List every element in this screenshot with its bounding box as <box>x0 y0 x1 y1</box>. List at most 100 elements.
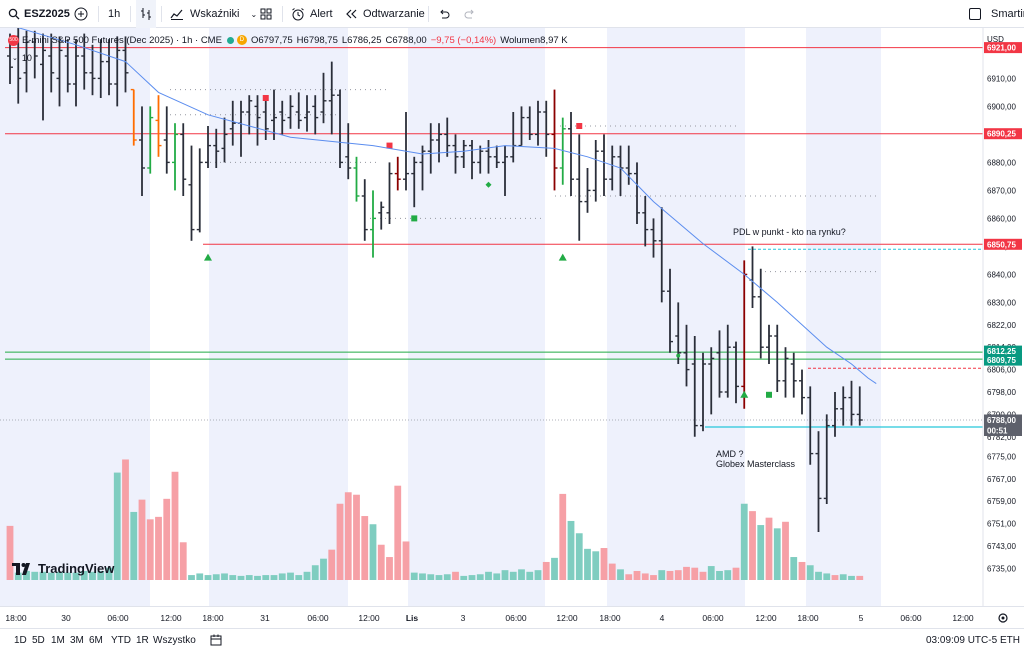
date-range-button[interactable] <box>210 629 223 651</box>
price-label: 6812,25 <box>987 347 1016 356</box>
indicators-icon <box>170 9 183 20</box>
range-button-ytd[interactable]: YTD <box>111 634 131 646</box>
price-tick: 6767,00 <box>987 475 1016 484</box>
tradingview-logo: TradingView <box>12 561 114 576</box>
volume-bar <box>336 503 344 580</box>
indicator-value: 10 <box>21 53 32 63</box>
range-button-6m[interactable]: 6M <box>89 634 103 646</box>
price-tick: 6860,00 <box>987 214 1016 223</box>
volume-bar <box>138 499 146 580</box>
volume-bar <box>831 575 839 580</box>
price-axis-bg <box>983 28 1024 606</box>
signal-square-red <box>386 142 393 149</box>
volume-bar <box>501 570 509 580</box>
range-button-1d[interactable]: 1D <box>14 634 27 646</box>
volume-bar <box>584 548 591 580</box>
legend-volume-value: 8,97 K <box>540 34 568 46</box>
signal-markers <box>204 95 772 398</box>
chevron-down-icon: ⌄ <box>12 55 18 62</box>
amd-annotation[interactable]: AMD ? <box>716 449 744 459</box>
chart-legend[interactable]: 500 E-mini S&P 500 Futures (Dec 2025) · … <box>8 32 568 48</box>
volume-bar <box>410 572 418 580</box>
volume-bar <box>361 516 369 580</box>
price-label: 6850,75 <box>987 240 1016 249</box>
signal-triangle-up <box>204 253 212 261</box>
checkbox-icon <box>969 8 981 20</box>
price-chart[interactable]: USD6910,006900,006890,006880,006870,0068… <box>0 28 1024 606</box>
search-icon <box>8 8 20 20</box>
volume-bar <box>287 572 294 580</box>
layout-name-button[interactable]: Smartin <box>969 0 1024 28</box>
interval-button[interactable]: 1h <box>108 0 120 28</box>
redo-button[interactable] <box>464 0 476 28</box>
volume-bar <box>782 521 789 580</box>
time-tick: 18:00 <box>202 613 224 623</box>
range-button-wszystko[interactable]: Wszystko <box>153 634 196 646</box>
bottom-bar: 1D 5D 1M 3M 6M YTD 1R Wszystko 03:09:09 UTC-5 E… <box>0 628 1024 650</box>
volume-bar <box>435 575 443 580</box>
range-button-1m[interactable]: 1M <box>51 634 65 646</box>
volume-bar <box>353 494 360 580</box>
volume-bar <box>773 528 781 580</box>
clock-time[interactable]: 03:09:09 UTC-5 <box>926 634 998 646</box>
session-button[interactable]: ETH <box>1000 634 1020 646</box>
alert-label: Alert <box>310 8 333 20</box>
price-label-bg <box>984 345 1022 357</box>
volume-bar <box>641 573 649 580</box>
price-label-bg <box>984 238 1022 250</box>
redo-icon <box>464 9 474 19</box>
volume-bar <box>188 575 195 580</box>
undo-button[interactable] <box>438 0 450 28</box>
range-button-3m[interactable]: 3M <box>70 634 84 646</box>
price-tick: 6751,00 <box>987 520 1016 529</box>
volume-bar <box>245 575 253 580</box>
volume-bar <box>658 570 666 580</box>
price-tick: 6798,00 <box>987 388 1016 397</box>
indicator-legend[interactable]: ⌄ 10 <box>12 52 32 64</box>
time-tick: 5 <box>859 613 864 623</box>
delayed-badge-icon: D <box>236 35 247 45</box>
pdl-annotation[interactable]: PDL w punkt - kto na rynku? <box>733 227 846 237</box>
replay-button[interactable]: Odtwarzanie <box>346 0 425 28</box>
tradingview-logo-icon <box>12 562 30 575</box>
alert-button[interactable]: Alert <box>291 0 333 28</box>
range-button-1r[interactable]: 1R <box>136 634 149 646</box>
volume-bar <box>765 517 773 580</box>
top-toolbar: ESZ2025 1h Wskaźniki ⌄ Alert Odtwarzanie… <box>0 0 1024 28</box>
chart-type-button[interactable] <box>136 0 156 28</box>
legend-low: L6786,25 <box>341 34 382 46</box>
price-label: 6890,25 <box>987 130 1016 139</box>
volume-bar <box>856 575 864 580</box>
indicators-button[interactable]: Wskaźniki ⌄ <box>170 0 257 28</box>
volume-bar <box>749 511 756 580</box>
interval-label: 1h <box>108 8 121 20</box>
price-label-bg <box>984 354 1022 366</box>
price-label-bg <box>984 128 1022 140</box>
compare-button[interactable] <box>74 0 88 28</box>
legend-open: O6797,75 <box>250 34 293 46</box>
symbol-search-button[interactable]: ESZ2025 <box>8 0 70 28</box>
volume-bar <box>377 544 385 580</box>
volume-bar <box>559 493 567 580</box>
range-button-5d[interactable]: 5D <box>32 634 45 646</box>
volume-bar <box>526 571 534 580</box>
volume-bar <box>509 571 517 580</box>
rewind-icon <box>346 9 357 19</box>
globex-annotation[interactable]: Globex Masterclass <box>716 459 796 469</box>
time-tick: 12:00 <box>556 613 578 623</box>
session-shade <box>408 28 545 606</box>
volume-bar <box>823 573 831 580</box>
price-tick: 6870,00 <box>987 186 1016 195</box>
volume-bar <box>534 570 542 580</box>
time-axis[interactable]: 18:00 30 06:00 12:00 18:00 31 06:00 12:00 Lis 3 06… <box>0 606 1024 628</box>
price-axis[interactable]: USD6910,006900,006890,006880,006870,0068… <box>982 28 1024 606</box>
volume-bar <box>617 569 624 580</box>
volume-bar <box>303 571 311 580</box>
volume-bar <box>270 575 278 580</box>
signal-dot-green <box>676 353 681 358</box>
volume-bar <box>254 575 261 580</box>
volume-bar <box>427 574 435 580</box>
volume-bar <box>815 571 822 580</box>
layouts-button[interactable] <box>260 0 272 28</box>
volume-bar <box>155 516 162 580</box>
